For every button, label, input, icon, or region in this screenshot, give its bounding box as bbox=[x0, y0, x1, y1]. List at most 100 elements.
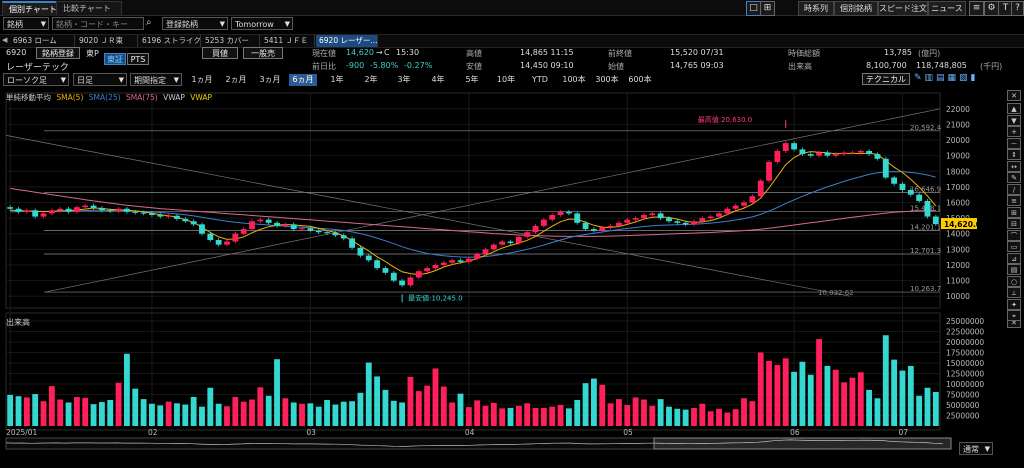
sidebar-tool-icon[interactable]: ≡ bbox=[1007, 195, 1021, 206]
technical-button[interactable]: テクニカル bbox=[862, 73, 910, 85]
period-button[interactable]: 5年 bbox=[465, 75, 479, 84]
search-input[interactable]: 銘柄・コード・キーワ... bbox=[52, 17, 144, 42]
sidebar-tool-icon[interactable]: ✦ bbox=[1007, 298, 1021, 310]
candle-body bbox=[866, 150, 873, 155]
sidebar-tool-icon[interactable]: + bbox=[1007, 126, 1021, 137]
pts-button[interactable]: PTS bbox=[127, 53, 149, 65]
low-marker-label: 最安値:10,245.0 bbox=[408, 293, 463, 302]
individual-stock-button[interactable]: 個別銘柄 bbox=[834, 1, 878, 16]
buy-button[interactable]: 買値 bbox=[202, 47, 238, 59]
sidebar-tool-icon[interactable]: ○ bbox=[1007, 275, 1021, 287]
sidebar-tool-icon[interactable]: － bbox=[1007, 137, 1021, 149]
period-button[interactable]: 6ヵ月 bbox=[289, 74, 317, 86]
sidebar-tool-icon[interactable]: ✎ bbox=[1007, 172, 1021, 183]
period-button[interactable]: 4年 bbox=[431, 75, 445, 84]
period-button[interactable]: 100本 bbox=[562, 75, 586, 84]
sidebar-tool-icon[interactable]: ▭ bbox=[1007, 241, 1021, 252]
volume-bar bbox=[832, 369, 839, 426]
drawing-tools[interactable]: ✎▥▤▦▧▮ bbox=[914, 73, 979, 83]
volume-bar bbox=[741, 398, 747, 426]
candle-body bbox=[907, 190, 914, 195]
stock-tab[interactable]: 6963 ローム bbox=[10, 35, 75, 47]
registered-stock-select[interactable]: 登録銘柄 ▼ bbox=[162, 17, 228, 30]
sidebar-tool-icon[interactable]: ⟂ bbox=[1007, 287, 1021, 298]
volume-bar bbox=[399, 402, 406, 426]
legend-vwap-2: VWAP bbox=[190, 93, 213, 102]
volume-bar bbox=[290, 402, 297, 426]
period-button[interactable]: 600本 bbox=[628, 75, 652, 84]
volume-bar bbox=[165, 401, 172, 426]
tab-compare-chart[interactable]: 比較チャート bbox=[56, 1, 122, 15]
sidebar-tool-icon[interactable]: ↔ bbox=[1007, 160, 1021, 172]
candle-body bbox=[482, 249, 489, 255]
candle-body bbox=[215, 239, 222, 245]
candle-body bbox=[349, 238, 355, 248]
sidebar-tool-icon[interactable]: ⌒ bbox=[1007, 229, 1021, 241]
day-select[interactable]: Tomorrow ▼ bbox=[231, 17, 293, 30]
sidebar-tool-icon[interactable]: ∕ bbox=[1007, 183, 1021, 195]
period-button[interactable]: 3年 bbox=[397, 75, 411, 84]
sidebar-tool-icon[interactable]: ⊿ bbox=[1007, 252, 1021, 264]
candle-body bbox=[515, 236, 522, 244]
volume-bar bbox=[440, 386, 447, 426]
open-value: 14,765 09:03 bbox=[670, 61, 724, 70]
candle-body bbox=[682, 222, 689, 225]
candle-body bbox=[749, 196, 756, 203]
range-select[interactable]: 期間指定 ▼ bbox=[130, 73, 182, 86]
candle-body bbox=[874, 154, 881, 159]
grid-window-icon[interactable]: ⊞ bbox=[760, 1, 775, 16]
stock-tab[interactable]: 6196 ストライク bbox=[139, 35, 201, 47]
volume-bar bbox=[457, 393, 464, 426]
period-button[interactable]: 2ヵ月 bbox=[225, 75, 247, 84]
period-select[interactable]: 日足 ▼ bbox=[73, 73, 127, 86]
candle-body bbox=[641, 214, 647, 219]
candle-body bbox=[190, 221, 197, 225]
volume-bar bbox=[565, 408, 572, 426]
tse-button[interactable]: 東証 bbox=[104, 53, 126, 65]
sidebar-tool-icon[interactable]: ⌖ bbox=[1007, 310, 1021, 321]
scale-mode-select[interactable]: 通常 ▼ bbox=[959, 442, 993, 455]
tab-left-arrow-icon[interactable]: ◀ bbox=[2, 36, 8, 44]
timeseries-button[interactable]: 時系列 bbox=[798, 1, 834, 16]
period-button[interactable]: 1ヵ月 bbox=[191, 75, 213, 84]
menu-icon[interactable]: ≡ bbox=[969, 1, 984, 16]
stock-tab[interactable]: 5253 カバー bbox=[202, 35, 260, 47]
sidebar-tool-icon[interactable]: ▼ bbox=[1007, 114, 1021, 126]
candle-body bbox=[457, 260, 464, 262]
search-icon[interactable]: ⌕ bbox=[146, 17, 152, 28]
period-button[interactable]: 3ヵ月 bbox=[259, 75, 281, 84]
stock-tab[interactable]: 9020 ＪＲ東 bbox=[76, 35, 138, 47]
settings-icon[interactable]: ⚙ bbox=[984, 1, 999, 16]
volume-bar bbox=[599, 384, 606, 426]
price-chart[interactable]: 1000011000120001300014000150001600017000… bbox=[0, 88, 1005, 468]
volume-bar bbox=[140, 399, 147, 426]
sidebar-tool-icon[interactable]: ▤ bbox=[1007, 264, 1021, 275]
stock-tab[interactable]: 5411 ＪＦＥ bbox=[261, 35, 315, 47]
speed-order-button[interactable]: スピード注文 bbox=[878, 1, 928, 16]
stock-tab-active[interactable]: 6920 レーザー... bbox=[316, 35, 378, 47]
sell-button[interactable]: 一般売 bbox=[243, 47, 283, 59]
sidebar-tool-icon[interactable]: ▲ bbox=[1007, 103, 1021, 114]
register-stock-button[interactable]: 銘柄登録 bbox=[36, 47, 80, 59]
chart-close-icon[interactable]: ✕ bbox=[1007, 90, 1021, 101]
sidebar-tool-icon[interactable]: ⊞ bbox=[1007, 206, 1021, 218]
period-button[interactable]: 300本 bbox=[595, 75, 619, 84]
chart-type-select[interactable]: ローソク足 ▼ bbox=[3, 73, 69, 86]
volume-bar bbox=[199, 406, 205, 426]
period-button[interactable]: 10年 bbox=[496, 75, 516, 84]
single-window-icon[interactable]: □ bbox=[746, 1, 761, 16]
sidebar-tool-icon[interactable]: ⇕ bbox=[1007, 149, 1021, 160]
brand-select[interactable]: 銘柄 ▼ bbox=[3, 17, 49, 30]
news-button[interactable]: ニュース bbox=[928, 1, 966, 16]
candle-body bbox=[98, 207, 105, 211]
trend-line bbox=[5, 135, 851, 297]
period-button[interactable]: 1年 bbox=[330, 75, 344, 84]
trend-line bbox=[43, 108, 941, 293]
candle-body bbox=[90, 205, 97, 208]
sidebar-tool-icon[interactable]: ⊟ bbox=[1007, 218, 1021, 229]
period-button[interactable]: 2年 bbox=[364, 75, 378, 84]
period-button[interactable]: YTD bbox=[532, 75, 548, 84]
volume-bar bbox=[73, 397, 80, 426]
volume-bar bbox=[390, 400, 397, 426]
help-icon[interactable]: ? bbox=[1011, 1, 1024, 16]
